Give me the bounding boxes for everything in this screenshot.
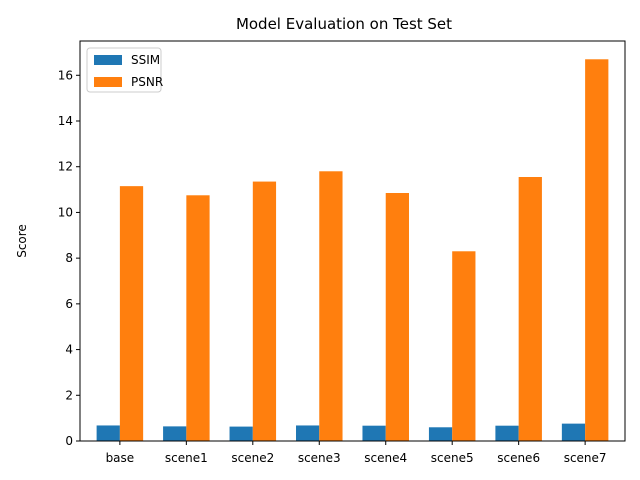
y-axis-label: Score (15, 224, 29, 258)
legend-label-psnr: PSNR (131, 75, 163, 89)
bar-psnr-scene3 (319, 171, 343, 442)
bar-ssim-scene7 (561, 423, 586, 441)
bar-psnr-scene4 (385, 193, 409, 441)
bar-ssim-base (96, 425, 120, 441)
bar-psnr-scene2 (252, 181, 277, 442)
bar-psnr-scene5 (452, 251, 476, 441)
x-axis: base scene1 scene2 scene3 scene4 scene5 scene6… (106, 441, 607, 465)
y-axis: 0 2 4 6 8 10 12 14 16 (58, 68, 80, 448)
bar-ssim-scene3 (296, 425, 320, 441)
x-tick-label: scene4 (364, 451, 407, 465)
bar-ssim-scene6 (495, 425, 519, 441)
legend: SSIM PSNR (86, 47, 163, 93)
y-tick-label: 12 (58, 160, 73, 174)
x-tick-label: scene7 (564, 451, 607, 465)
bar-ssim-scene5 (428, 427, 453, 441)
bar-psnr-base (119, 186, 144, 441)
bar-ssim-scene2 (229, 426, 253, 441)
y-tick-label: 0 (65, 434, 73, 448)
legend-swatch-ssim (94, 55, 122, 65)
y-tick-label: 14 (58, 114, 73, 128)
bar-psnr-scene1 (186, 195, 210, 441)
y-tick-label: 2 (65, 388, 73, 402)
bar-psnr-scene7 (585, 59, 609, 442)
plot-frame (79, 40, 626, 442)
x-tick-label: scene3 (298, 451, 341, 465)
chart-title: Model Evaluation on Test Set (236, 15, 452, 33)
y-tick-label: 4 (65, 343, 73, 357)
bar-psnr-scene6 (518, 177, 542, 441)
x-tick-label: base (106, 451, 135, 465)
y-tick-label: 16 (58, 68, 73, 82)
x-tick-label: scene5 (431, 451, 474, 465)
x-tick-label: scene1 (165, 451, 208, 465)
bar-ssim-scene1 (163, 426, 187, 441)
x-tick-label: scene2 (231, 451, 274, 465)
legend-swatch-psnr (94, 77, 122, 87)
bar-ssim-scene4 (362, 425, 386, 441)
legend-label-ssim: SSIM (131, 53, 160, 67)
plot-area (96, 59, 609, 442)
x-tick-label: scene6 (497, 451, 540, 465)
y-tick-label: 10 (58, 205, 73, 219)
y-tick-label: 8 (65, 251, 73, 265)
y-tick-label: 6 (65, 297, 73, 311)
